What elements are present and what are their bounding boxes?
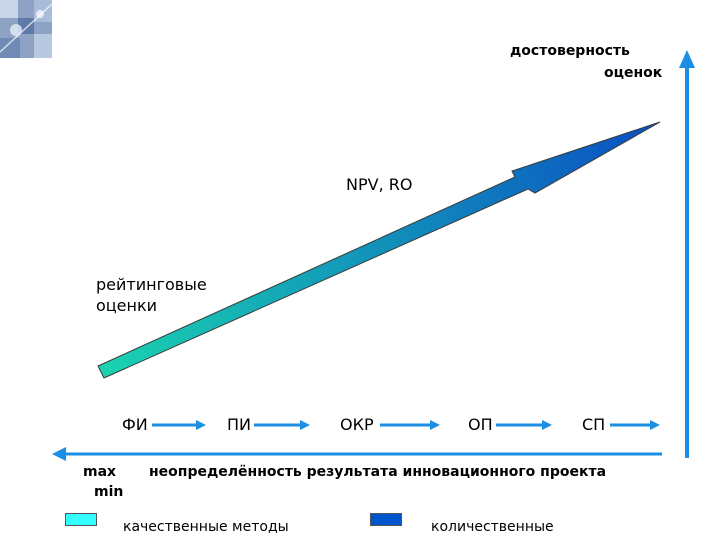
rating-annotation-line2: оценки — [96, 296, 158, 315]
min-label: min — [94, 484, 124, 500]
uncertainty-axis-arrow — [52, 447, 662, 461]
stage-label: ОКР — [340, 415, 374, 434]
stage-arrow — [152, 420, 206, 430]
axis-caption-line2: оценок — [604, 65, 663, 81]
stage-arrow — [254, 420, 310, 430]
stage-arrow — [380, 420, 440, 430]
stage-label: ПИ — [227, 415, 251, 434]
max-label: max — [83, 464, 117, 480]
stage-arrow — [496, 420, 552, 430]
stage-label: ОП — [468, 415, 493, 434]
rating-annotation-line1: рейтинговые — [96, 275, 207, 294]
npv-annotation: NPV, RO — [346, 175, 413, 194]
stage-label: СП — [582, 415, 606, 434]
stage-label: ФИ — [122, 415, 148, 434]
axis-caption-line1: достоверность — [510, 43, 630, 59]
legend-label-qualitative: качественные методы — [123, 519, 289, 535]
legend-swatch-qualitative — [65, 513, 97, 526]
reliability-growth-arrow — [97, 121, 661, 379]
legend-label-quantitative: количественные — [431, 519, 554, 535]
uncertainty-caption: неопределённость результата инновационно… — [149, 464, 607, 480]
logo-icon — [0, 0, 52, 58]
legend-swatch-quantitative — [370, 513, 402, 526]
stage-arrow — [610, 420, 660, 430]
vertical-axis-arrow — [679, 50, 695, 458]
